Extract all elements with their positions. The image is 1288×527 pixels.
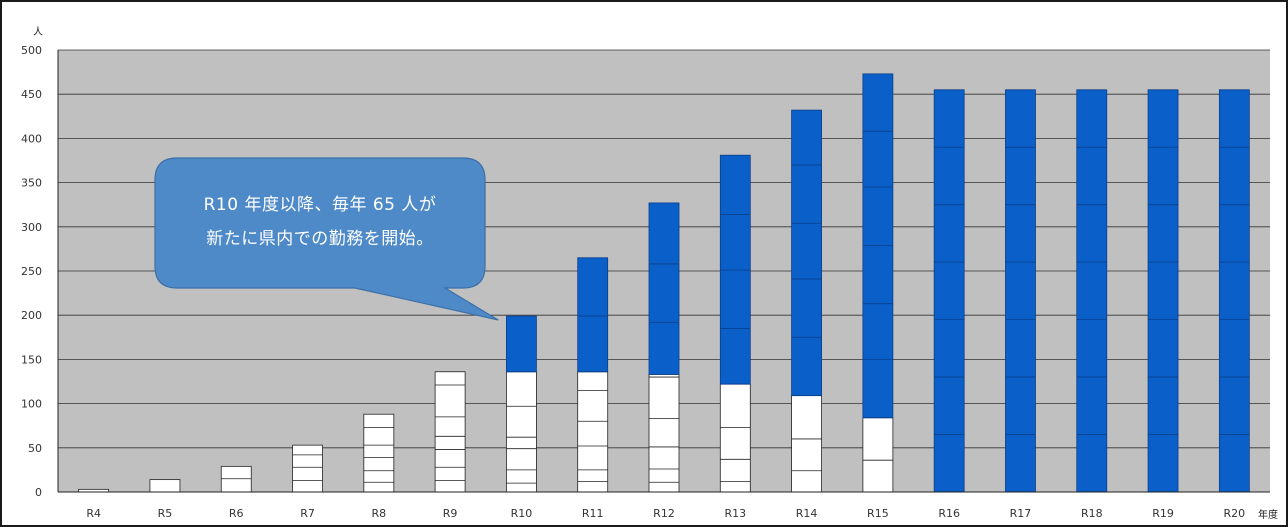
x-tick-label: R14 xyxy=(796,507,818,520)
y-tick-label: 250 xyxy=(21,265,42,278)
annotation-text: R10 年度以降、毎年 65 人が 新たに県内での勤務を開始。 xyxy=(160,188,480,256)
x-tick-label: R6 xyxy=(229,507,244,520)
x-axis-unit-label: 年度 xyxy=(1258,508,1278,521)
bar-segment-blue xyxy=(791,109,822,397)
y-tick-label: 200 xyxy=(21,309,42,322)
bar-segment-white xyxy=(434,371,466,493)
bar-segment-white xyxy=(220,465,252,493)
x-tick-label: R18 xyxy=(1081,507,1103,520)
bar-segment-blue xyxy=(862,73,894,419)
y-tick-label: 450 xyxy=(21,88,42,101)
annotation-callout xyxy=(154,157,499,321)
bar-segment-blue xyxy=(1147,89,1179,493)
x-tick-label: R4 xyxy=(86,507,101,520)
bar-segment-blue xyxy=(1005,89,1036,493)
x-tick-label: R20 xyxy=(1224,507,1246,520)
bar-segment-white xyxy=(719,383,751,493)
y-tick-label: 500 xyxy=(21,44,42,57)
bar-segment-blue xyxy=(933,89,965,493)
x-tick-label: R9 xyxy=(443,507,458,520)
bar-segment-white xyxy=(292,444,323,493)
y-tick-label: 350 xyxy=(21,177,42,190)
callout-bubble xyxy=(154,157,499,321)
x-tick-label: R12 xyxy=(653,507,675,520)
y-tick-label: 400 xyxy=(21,132,42,145)
bar-segment-white xyxy=(506,371,537,493)
y-tick-label: 100 xyxy=(21,398,42,411)
x-tick-label: R13 xyxy=(724,507,746,520)
bar-segment-blue xyxy=(719,154,751,385)
bars xyxy=(78,73,1250,493)
x-tick-label: R15 xyxy=(867,507,889,520)
bar-segment-white xyxy=(862,417,894,493)
x-tick-label: R16 xyxy=(938,507,960,520)
bar-segment-blue xyxy=(1218,89,1250,493)
bar-segment-white xyxy=(648,374,680,493)
annotation-line-2: 新たに県内での勤務を開始。 xyxy=(206,229,434,249)
x-tick-label: R10 xyxy=(511,507,533,520)
y-tick-label: 0 xyxy=(35,486,42,499)
x-tick-label: R17 xyxy=(1010,507,1032,520)
annotation-line-1: R10 年度以降、毎年 65 人が xyxy=(203,195,437,215)
bar-segment-blue xyxy=(1076,89,1108,493)
bar-segment-blue xyxy=(648,202,680,375)
bar-segment-white xyxy=(149,479,181,493)
x-tick-label: R5 xyxy=(158,507,173,520)
y-tick-label: 300 xyxy=(21,221,42,234)
axes: 0 50 100 150 200 250 300 350 400 450 500 R4 R5 R6 R7 R8… xyxy=(21,44,1270,520)
x-tick-label: R19 xyxy=(1152,507,1174,520)
bar-segment-white xyxy=(577,371,609,493)
bar-segment-blue xyxy=(577,257,609,373)
y-tick-label: 150 xyxy=(21,353,42,366)
bar-segment-blue xyxy=(506,315,537,373)
x-tick-label: R8 xyxy=(371,507,386,520)
x-tick-label: R11 xyxy=(582,507,604,520)
bar-segment-white xyxy=(363,413,395,493)
y-axis-unit-label: 人 xyxy=(33,26,43,38)
bar-segment-white xyxy=(791,395,822,493)
x-tick-label: R7 xyxy=(300,507,315,520)
y-tick-label: 50 xyxy=(28,442,42,455)
